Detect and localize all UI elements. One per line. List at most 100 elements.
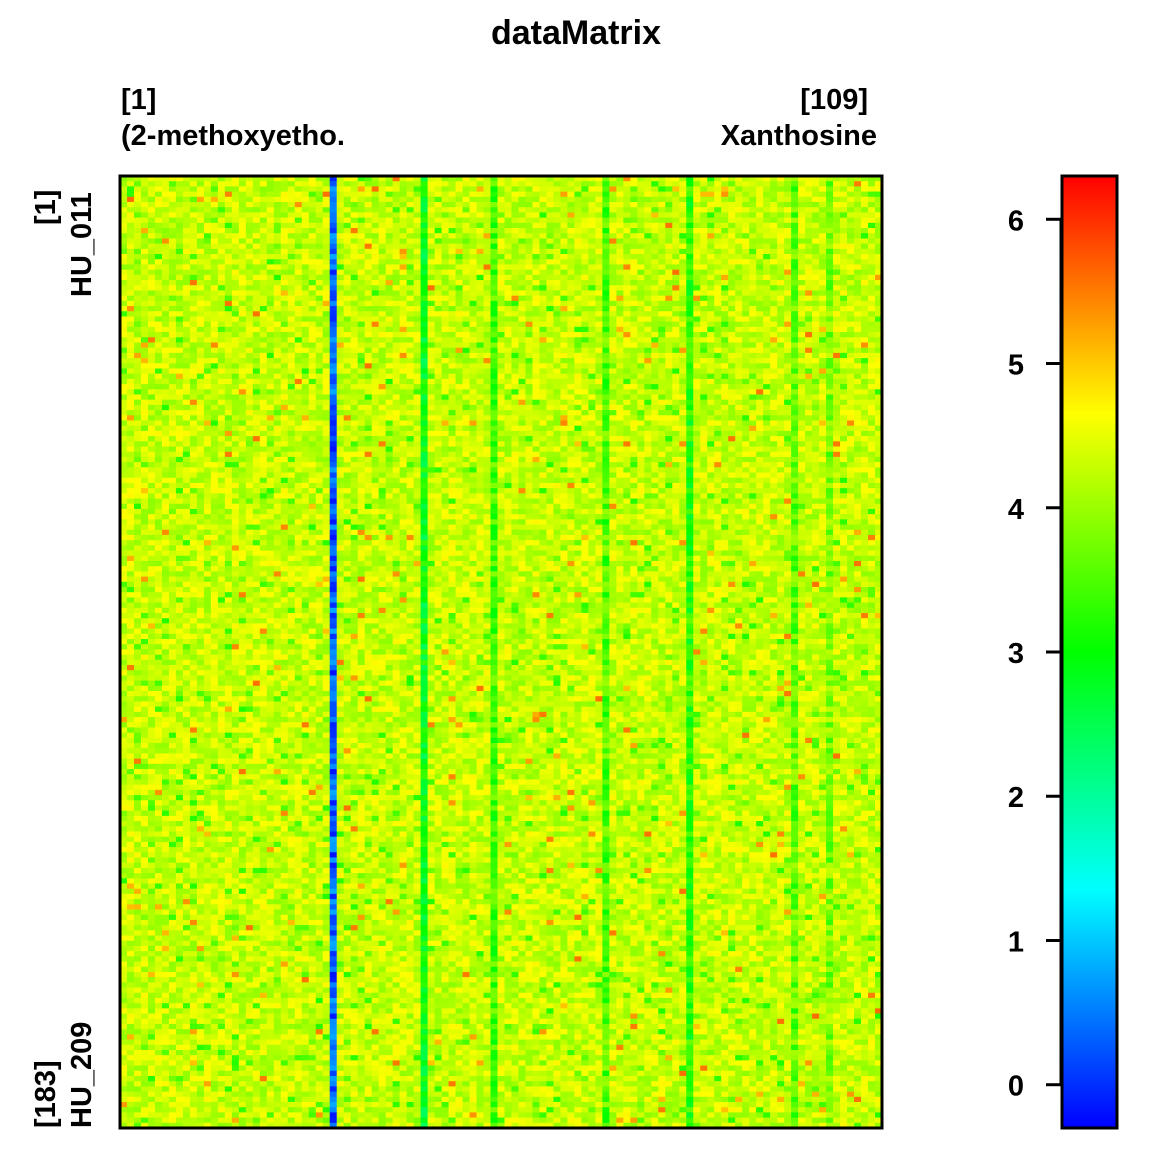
heatmap-cell (686, 347, 694, 354)
heatmap-cell (483, 212, 492, 219)
heatmap-cell (133, 191, 142, 198)
heatmap-cell (210, 332, 219, 338)
heatmap-cell (721, 228, 729, 234)
heatmap-cell (210, 259, 219, 265)
heatmap-cell (875, 228, 883, 234)
heatmap-cell (539, 186, 547, 193)
heatmap-cell (203, 363, 212, 369)
heatmap-cell (406, 191, 415, 198)
heatmap-cell (210, 248, 219, 255)
heatmap-cell (854, 363, 862, 369)
heatmap-cell (595, 358, 603, 364)
heatmap-cell (357, 321, 366, 328)
heatmap-cell (826, 300, 834, 307)
heatmap-cell (371, 228, 380, 234)
heatmap-cell (875, 259, 883, 265)
heatmap-cell (308, 342, 317, 349)
heatmap-cell (735, 337, 743, 343)
heatmap-cell (868, 202, 876, 208)
heatmap-cell (651, 399, 659, 406)
heatmap-cell (805, 337, 813, 343)
heatmap-cell (455, 259, 464, 265)
heatmap-cell (840, 321, 848, 328)
heatmap-cell (266, 326, 275, 333)
heatmap-cell (175, 363, 184, 369)
heatmap-cell (154, 290, 163, 297)
heatmap-cell (511, 373, 519, 380)
heatmap-cell (833, 181, 841, 187)
heatmap-cell (357, 217, 366, 224)
heatmap-cell (252, 212, 261, 219)
heatmap-cell (574, 274, 582, 281)
heatmap-cell (434, 384, 443, 390)
heatmap-cell (168, 311, 177, 317)
heatmap-cell (588, 316, 596, 323)
heatmap-cell (448, 191, 457, 198)
heatmap-cell (455, 269, 464, 276)
heatmap-cell (378, 352, 387, 359)
heatmap-cell (658, 394, 666, 401)
heatmap-cell (455, 300, 464, 307)
heatmap-cell (427, 264, 436, 271)
heatmap-cell (462, 207, 471, 213)
heatmap-cell (224, 196, 233, 203)
heatmap-cell (826, 217, 834, 224)
heatmap-cell (616, 352, 624, 359)
heatmap-cell (280, 332, 289, 338)
heatmap-cell (259, 332, 268, 338)
heatmap-cell (511, 196, 519, 203)
heatmap-cell (294, 337, 303, 343)
heatmap-cell (490, 196, 498, 203)
heatmap-cell (707, 384, 715, 390)
heatmap-cell (651, 207, 659, 213)
heatmap-cell (287, 311, 296, 317)
heatmap-cell (616, 368, 624, 375)
heatmap-cell (574, 176, 582, 182)
heatmap-cell (721, 295, 729, 302)
heatmap-cell (308, 248, 317, 255)
heatmap-cell (805, 358, 813, 364)
heatmap-cell (609, 399, 617, 406)
heatmap-cell (588, 321, 596, 328)
heatmap-cell (518, 347, 526, 354)
heatmap-cell (133, 404, 142, 411)
heatmap-cell (763, 269, 771, 276)
heatmap-cell (749, 217, 757, 224)
heatmap-cell (602, 290, 610, 297)
heatmap-cell (749, 378, 757, 385)
heatmap-cell (567, 290, 575, 297)
heatmap-cell (553, 373, 561, 380)
heatmap-cell (413, 254, 422, 260)
heatmap-cell (686, 259, 694, 265)
heatmap-cell (140, 243, 149, 250)
heatmap-cell (175, 181, 184, 187)
heatmap-cell (175, 274, 184, 281)
heatmap-cell (273, 274, 282, 281)
heatmap-cell (511, 238, 519, 245)
heatmap-cell (266, 384, 275, 390)
heatmap-cell (847, 378, 855, 385)
heatmap-cell (189, 248, 198, 255)
heatmap-cell (378, 196, 387, 203)
heatmap-cell (728, 191, 736, 198)
heatmap-cell (294, 363, 303, 369)
heatmap-cell (140, 280, 149, 286)
heatmap-cell (259, 233, 268, 239)
heatmap-cell (819, 191, 827, 198)
heatmap-cell (693, 410, 701, 416)
heatmap-cell (462, 295, 471, 302)
heatmap-cell (273, 332, 282, 338)
heatmap-cell (196, 399, 205, 406)
heatmap-cell (497, 181, 505, 187)
heatmap-cell (868, 290, 876, 297)
heatmap-cell (532, 228, 540, 234)
heatmap-cell (581, 259, 589, 265)
heatmap-cell (399, 202, 408, 208)
heatmap-cell (714, 285, 722, 291)
heatmap-cell (539, 217, 547, 224)
heatmap-cell (644, 384, 652, 390)
heatmap-cell (154, 186, 163, 193)
heatmap-cell (679, 347, 687, 354)
heatmap-cell (238, 290, 247, 297)
heatmap-cell (707, 186, 715, 193)
